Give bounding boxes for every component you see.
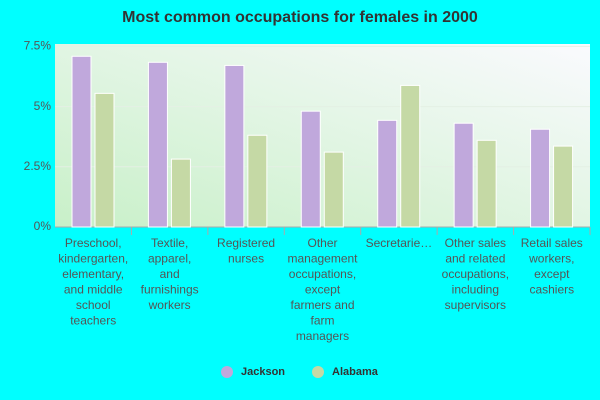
x-tick-label: Retail sales bbox=[521, 236, 583, 250]
x-tick-label: Other bbox=[307, 236, 337, 250]
x-tick-label: Textile, bbox=[151, 236, 188, 250]
x-tick-label: nurses bbox=[228, 252, 264, 266]
x-tick-label: farmers and bbox=[290, 298, 354, 312]
x-tick-label: and related bbox=[445, 252, 505, 266]
x-tick-label: Registered bbox=[217, 236, 275, 250]
legend-swatch bbox=[221, 366, 233, 378]
bar bbox=[377, 119, 398, 228]
x-tick-label: and middle bbox=[64, 283, 123, 297]
bar bbox=[147, 61, 168, 228]
x-tick-label: Preschool, bbox=[65, 236, 122, 250]
x-tick-label: occupations, bbox=[289, 267, 356, 281]
x-tick-label: farm bbox=[311, 314, 335, 328]
legend-label: Alabama bbox=[332, 366, 379, 378]
x-tick-label: cashiers bbox=[529, 283, 574, 297]
x-tick-label: managers bbox=[296, 329, 349, 343]
bar bbox=[453, 122, 474, 228]
y-tick-label: 2.5% bbox=[24, 159, 52, 173]
x-tick-label: elementary, bbox=[62, 267, 124, 281]
bar bbox=[300, 110, 321, 228]
x-tick-label: except bbox=[305, 283, 341, 297]
legend-label: Jackson bbox=[241, 366, 285, 378]
bar bbox=[247, 134, 268, 228]
bar bbox=[553, 145, 574, 228]
x-tick-label: teachers bbox=[70, 314, 116, 328]
x-tick-label: Secretarie… bbox=[366, 236, 433, 250]
x-tick-label: Other sales bbox=[445, 236, 506, 250]
x-tick-label: kindergarten, bbox=[58, 252, 128, 266]
bar bbox=[170, 158, 191, 228]
bar bbox=[476, 139, 497, 228]
x-tick-label: occupations, bbox=[442, 267, 509, 281]
bar bbox=[94, 92, 115, 228]
y-tick-label: 0% bbox=[34, 219, 52, 233]
x-tick-label: management bbox=[287, 252, 358, 266]
plot-area bbox=[55, 44, 590, 227]
x-tick-label: workers bbox=[148, 298, 191, 312]
chart-title: Most common occupations for females in 2… bbox=[122, 9, 478, 26]
y-tick-label: 7.5% bbox=[24, 39, 52, 53]
y-tick-label: 5% bbox=[34, 99, 52, 113]
x-tick-label: furnishings bbox=[141, 283, 199, 297]
bar bbox=[530, 128, 551, 228]
x-tick-label: including bbox=[452, 283, 499, 297]
legend-swatch bbox=[312, 366, 324, 378]
bar bbox=[323, 151, 344, 228]
bar bbox=[224, 64, 245, 228]
x-tick-label: and bbox=[160, 267, 180, 281]
x-tick-label: supervisors bbox=[445, 298, 506, 312]
x-tick-label: school bbox=[76, 298, 111, 312]
bar bbox=[71, 55, 92, 228]
x-tick-label: workers, bbox=[528, 252, 574, 266]
x-tick-label: apparel, bbox=[148, 252, 191, 266]
bar bbox=[400, 84, 421, 228]
x-tick-label: except bbox=[534, 267, 570, 281]
